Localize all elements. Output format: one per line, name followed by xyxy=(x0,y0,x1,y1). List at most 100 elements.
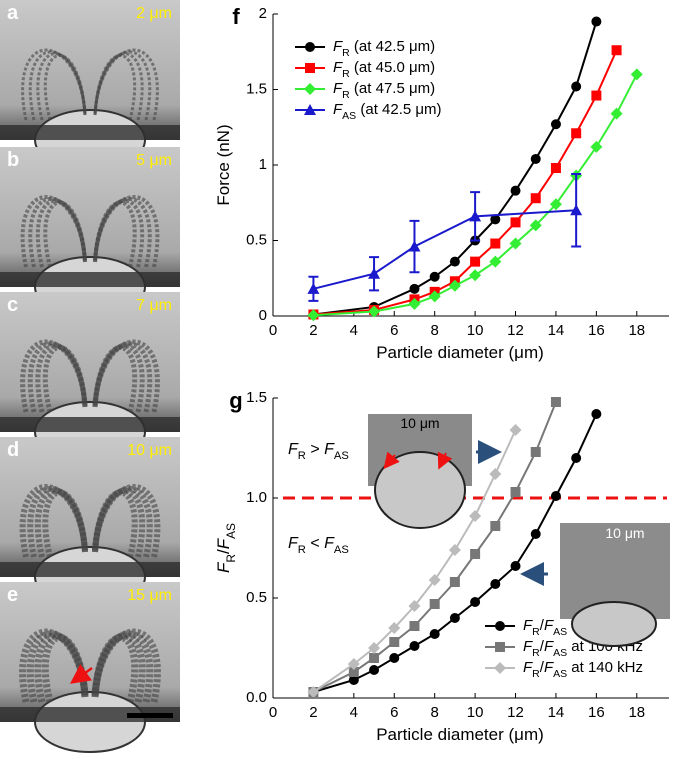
point xyxy=(570,204,583,216)
point xyxy=(591,90,602,101)
panel-label: c xyxy=(7,294,18,316)
x-tick-label: 14 xyxy=(548,704,565,721)
point xyxy=(449,613,460,623)
legend-marker xyxy=(495,642,505,652)
y-tick-label: 1 xyxy=(259,156,267,173)
point xyxy=(470,549,481,559)
point xyxy=(550,119,561,130)
point xyxy=(510,561,521,571)
micro-streak xyxy=(93,48,159,121)
y-tick-label: 0.0 xyxy=(246,689,267,706)
legend-marker xyxy=(494,662,506,674)
micro-streak xyxy=(19,484,88,558)
panel-label: d xyxy=(7,439,19,461)
point xyxy=(510,487,521,497)
charts: 0 2 4 6 8 10 12 14 16 18 0 0.5 1 1.5 2 Particle diamete… xyxy=(214,4,670,744)
point xyxy=(369,653,380,663)
x-tick-label: 12 xyxy=(507,704,524,721)
point xyxy=(448,544,461,556)
panel-caption: 7 μm xyxy=(136,297,172,314)
y-tick-label: 0.5 xyxy=(246,589,267,606)
x-axis-label: Particle diameter (μm) xyxy=(376,343,544,362)
x-tick-label: 2 xyxy=(309,704,317,721)
panel-caption: 15 μm xyxy=(127,587,172,604)
scale-bar xyxy=(127,713,173,718)
point xyxy=(590,140,603,153)
point xyxy=(409,641,420,651)
red-arrow xyxy=(383,451,400,470)
point xyxy=(510,217,521,228)
point xyxy=(550,491,561,501)
legend-label: FR (at 47.5 μm) xyxy=(333,80,435,101)
point xyxy=(429,599,440,609)
point xyxy=(549,198,562,211)
micro-wall xyxy=(0,417,180,432)
point xyxy=(509,237,522,250)
x-tick-label: 4 xyxy=(350,704,358,721)
x-tick-label: 16 xyxy=(588,322,605,339)
point xyxy=(428,290,441,303)
micro-streak xyxy=(92,339,160,413)
point xyxy=(469,510,482,522)
x-tick-label: 16 xyxy=(588,704,605,721)
x-tick-label: 0 xyxy=(269,322,277,339)
point xyxy=(550,397,561,407)
point xyxy=(408,600,421,612)
point xyxy=(490,579,501,589)
micro-wall xyxy=(0,707,180,722)
x-tick-label: 18 xyxy=(628,704,645,721)
micro-streak xyxy=(19,628,89,703)
point xyxy=(347,658,360,670)
y-tick-label: 1.5 xyxy=(246,389,267,406)
point xyxy=(307,282,320,294)
panel-label: b xyxy=(7,149,19,171)
red-arrow xyxy=(437,451,453,470)
point xyxy=(368,642,381,654)
point xyxy=(409,283,420,294)
point xyxy=(509,424,522,436)
x-tick-label: 2 xyxy=(309,322,317,339)
legend-marker xyxy=(305,63,315,73)
x-tick-label: 8 xyxy=(431,322,439,339)
point xyxy=(469,210,482,222)
x-tick-label: 4 xyxy=(350,322,358,339)
panel-label: a xyxy=(7,2,19,24)
point xyxy=(591,16,602,27)
point xyxy=(490,238,501,249)
x-tick-label: 6 xyxy=(390,704,398,721)
y-axis-label: Force (nN) xyxy=(214,124,233,205)
point xyxy=(571,128,582,139)
x-axis-label: Particle diameter (μm) xyxy=(376,725,544,744)
x-tick-label: 12 xyxy=(507,322,524,339)
y-axis-label: FR/FAS xyxy=(214,523,238,573)
y-tick-label: 2 xyxy=(259,5,267,22)
x-tick-label: 10 xyxy=(467,322,484,339)
point xyxy=(470,256,481,267)
legend-label: FAS (at 42.5 μm) xyxy=(333,101,442,122)
point xyxy=(389,637,400,647)
point xyxy=(368,267,381,279)
inset-label: 10 μm xyxy=(605,525,644,541)
point xyxy=(630,68,643,81)
point xyxy=(389,653,400,663)
panel-label: f xyxy=(232,4,240,29)
x-tick-label: 0 xyxy=(269,704,277,721)
inset-label: 10 μm xyxy=(400,415,439,431)
point xyxy=(469,269,482,282)
point xyxy=(470,597,481,607)
point xyxy=(348,675,359,685)
y-tick-label: 1.5 xyxy=(246,80,267,97)
point xyxy=(530,193,541,204)
legend-marker xyxy=(305,42,315,52)
point xyxy=(611,45,622,56)
point xyxy=(428,574,441,586)
point xyxy=(408,240,421,252)
point xyxy=(530,447,541,457)
point xyxy=(489,255,502,268)
point xyxy=(550,163,561,174)
annotation: FR > FAS xyxy=(288,441,349,462)
panel-caption: 2 μm xyxy=(136,5,172,22)
y-tick-label: 0.5 xyxy=(246,231,267,248)
legend-label: FR (at 42.5 μm) xyxy=(333,38,435,59)
